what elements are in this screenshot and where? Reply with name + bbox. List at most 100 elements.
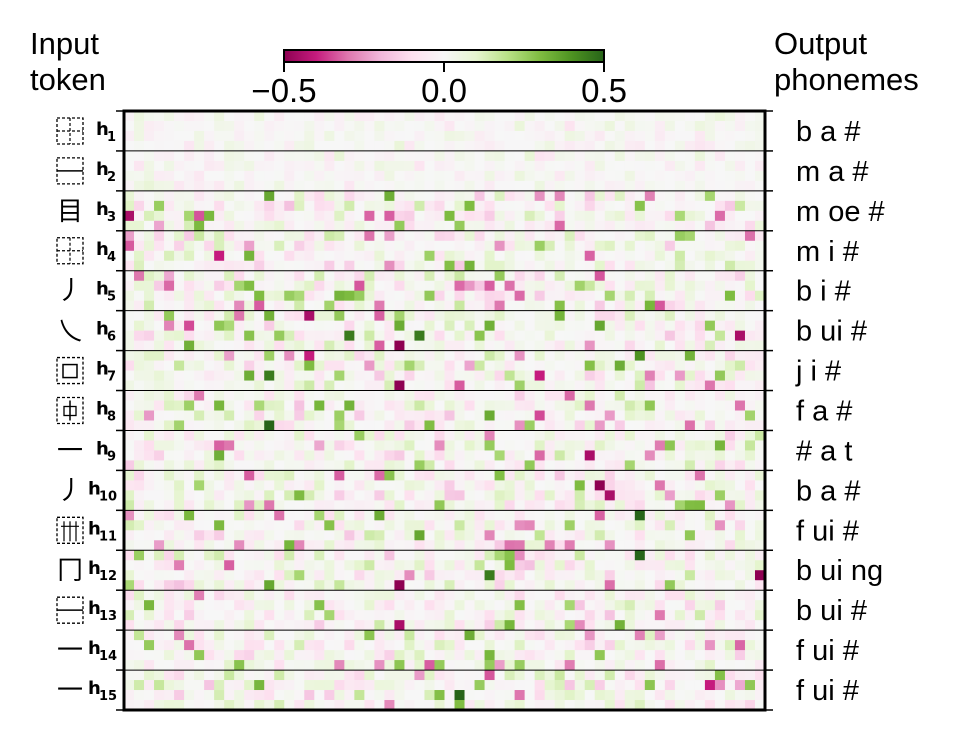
heatmap-cell: [394, 380, 405, 391]
heatmap-cell: [224, 290, 235, 302]
heatmap-cell: [154, 340, 165, 351]
heatmap-cell: [414, 620, 425, 631]
heatmap-cell: [234, 240, 245, 252]
heatmap-cell: [584, 480, 596, 491]
heatmap-cell: [534, 190, 546, 202]
heatmap-cell: [344, 170, 355, 182]
heatmap-cell: [614, 140, 626, 152]
heatmap-cell: [274, 630, 285, 641]
heatmap-cell: [724, 650, 736, 661]
heatmap-cell: [334, 150, 345, 162]
heatmap-cell: [694, 250, 706, 262]
heatmap-cell: [474, 370, 485, 381]
heatmap-cell: [204, 130, 215, 142]
heatmap-cell: [194, 230, 205, 242]
heatmap-cell: [664, 230, 676, 242]
heatmap-cell: [484, 310, 495, 322]
heatmap-cell: [154, 310, 165, 322]
heatmap-cell: [214, 330, 225, 342]
heatmap-cell: [244, 290, 255, 302]
heatmap-cell: [354, 440, 365, 451]
heatmap-cell: [394, 340, 405, 351]
heatmap-cell: [124, 170, 135, 182]
heatmap-cell: [704, 230, 716, 242]
heatmap-cell: [164, 300, 175, 312]
heatmap-cell: [734, 690, 746, 701]
heatmap-cell: [754, 680, 766, 691]
heatmap-cell: [134, 260, 145, 272]
heatmap-cell: [164, 270, 175, 282]
heatmap-cell: [704, 600, 716, 611]
heatmap-cell: [474, 150, 485, 162]
heatmap-cell: [214, 120, 225, 132]
heatmap-cell: [684, 700, 696, 711]
heatmap-cell: [344, 520, 355, 531]
heatmap-cell: [584, 270, 596, 282]
heatmap-cell: [584, 600, 596, 611]
heatmap-cell: [584, 140, 596, 152]
heatmap-cell: [214, 370, 225, 381]
heatmap-cell: [714, 470, 726, 481]
heatmap-cell: [444, 680, 455, 691]
heatmap-cell: [154, 400, 165, 411]
heatmap-cell: [434, 111, 445, 122]
heatmap-cell: [354, 180, 365, 192]
heatmap-cell: [724, 420, 736, 431]
heatmap-cell: [224, 120, 235, 132]
heatmap-cell: [474, 400, 485, 411]
heatmap-cell: [434, 640, 445, 651]
heatmap-cell: [624, 140, 636, 152]
row-label-14: 一 h14 f ui #: [57, 635, 859, 667]
heatmap-cell: [554, 330, 566, 342]
heatmap-cell: [214, 700, 225, 711]
heatmap-cell: [694, 170, 706, 182]
heatmap-cell: [274, 530, 285, 541]
heatmap-cell: [494, 300, 505, 312]
heatmap-cell: [574, 690, 586, 701]
heatmap-cell: [654, 320, 666, 332]
heatmap-cell: [354, 640, 365, 651]
heatmap-cell: [654, 560, 666, 571]
heatmap-cell: [344, 680, 355, 691]
heatmap-cell: [644, 450, 656, 461]
heatmap-cell: [584, 380, 596, 391]
hidden-state-label: h: [88, 598, 101, 619]
heatmap-cell: [604, 520, 616, 531]
heatmap-cell: [724, 240, 736, 252]
heatmap-cell: [134, 290, 145, 302]
heatmap-cell: [214, 140, 225, 152]
heatmap-cell: [264, 170, 275, 182]
heatmap-cell: [474, 450, 485, 461]
heatmap-cell: [344, 120, 355, 132]
heatmap-cell: [634, 680, 646, 691]
heatmap-cell: [754, 500, 766, 511]
heatmap-cell: [374, 660, 385, 671]
heatmap-cell: [124, 300, 135, 312]
heatmap-cell: [124, 400, 135, 411]
heatmap-cell: [374, 400, 385, 411]
output-phonemes: m i #: [796, 236, 859, 268]
heatmap-cell: [234, 620, 245, 631]
heatmap-cell: [234, 510, 245, 521]
heatmap-cell: [474, 580, 485, 591]
heatmap-cell: [594, 150, 606, 162]
heatmap-cell: [234, 220, 245, 232]
heatmap-cell: [414, 690, 425, 701]
heatmap-cell: [154, 120, 165, 132]
heatmap-cell: [734, 660, 746, 671]
heatmap-cell: [534, 540, 546, 551]
heatmap-cell: [644, 440, 656, 451]
heatmap-cell: [504, 250, 516, 262]
heatmap-cell: [374, 290, 385, 302]
heatmap-cell: [644, 700, 656, 711]
heatmap-cell: [334, 690, 345, 701]
heatmap-cell: [624, 370, 636, 381]
heatmap-cell: [224, 430, 235, 441]
heatmap-cell: [384, 400, 395, 411]
heatmap-cell: [284, 430, 295, 441]
heatmap-cell: [424, 490, 435, 501]
heatmap-cell: [374, 510, 385, 521]
input-token-glyph: 一: [57, 436, 83, 466]
heatmap-cell: [574, 580, 586, 591]
heatmap-cell: [514, 260, 526, 272]
